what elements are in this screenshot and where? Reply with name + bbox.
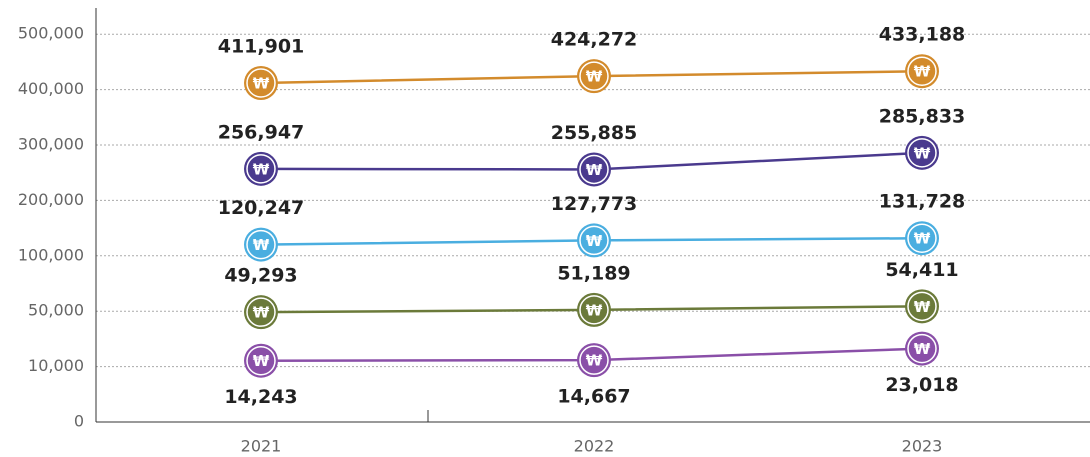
marker-inner [579,61,609,91]
marker-symbol: ₩ [914,340,931,358]
marker: ₩ [905,135,939,170]
data-label: 49,293 [224,265,297,287]
x-tick-label: 2023 [902,437,943,456]
x-tick-label: 2022 [574,437,615,456]
marker-inner [907,56,937,86]
marker: ₩ [244,227,278,262]
y-tick-label: 10,000 [28,356,84,375]
marker-inner [907,291,937,322]
y-tick-label: 200,000 [18,190,84,209]
marker: ₩ [905,221,939,256]
y-tick-label: 300,000 [18,135,84,154]
marker-symbol: ₩ [914,298,931,316]
marker-inner [246,68,276,98]
y-tick-label: 50,000 [28,301,84,320]
y-tick-label: 500,000 [18,24,84,43]
marker-inner [246,154,276,184]
marker: ₩ [577,292,611,327]
marker-symbol: ₩ [253,75,270,93]
marker-inner [579,295,609,325]
marker-symbol: ₩ [253,236,270,254]
data-label: 255,885 [551,122,638,144]
marker: ₩ [577,59,611,94]
y-tick-label: 100,000 [18,245,84,264]
marker-inner [246,297,276,327]
data-label: 285,833 [879,105,966,127]
data-label: 120,247 [218,197,305,219]
marker-symbol: ₩ [586,68,603,86]
data-label: 14,667 [557,386,630,408]
marker-inner [579,154,609,185]
marker: ₩ [244,66,278,101]
marker-symbol: ₩ [253,160,270,178]
marker-inner [907,223,937,253]
x-tick-label: 2021 [241,437,282,456]
marker-inner [579,225,609,256]
marker-symbol: ₩ [253,304,270,322]
data-label: 54,411 [885,259,958,281]
marker-symbol: ₩ [253,352,270,370]
data-label: 23,018 [885,374,958,396]
marker: ₩ [244,151,278,186]
marker: ₩ [905,331,939,366]
marker: ₩ [244,343,278,378]
marker: ₩ [244,295,278,330]
data-label: 433,188 [879,24,966,46]
marker-inner [907,138,937,168]
y-tick-label: 400,000 [18,79,84,98]
marker-inner [579,345,609,375]
marker: ₩ [577,152,611,187]
marker-symbol: ₩ [586,301,603,319]
data-label: 127,773 [551,193,638,215]
marker-symbol: ₩ [914,144,931,162]
data-label: 51,189 [557,262,630,284]
marker-symbol: ₩ [586,161,603,179]
marker: ₩ [905,54,939,89]
marker-inner [907,333,937,364]
data-label: 14,243 [224,386,297,408]
marker-inner [246,345,276,376]
marker: ₩ [577,343,611,378]
marker: ₩ [577,223,611,258]
y-tick-label: 0 [74,412,84,431]
data-label: 424,272 [551,29,638,51]
marker-symbol: ₩ [914,230,931,248]
data-label: 256,947 [218,121,305,143]
marker-symbol: ₩ [586,232,603,250]
marker-inner [246,229,276,260]
data-label: 131,728 [879,191,966,213]
data-label: 411,901 [218,36,305,58]
marker-symbol: ₩ [914,63,931,81]
marker-symbol: ₩ [586,352,603,370]
marker: ₩ [905,289,939,324]
